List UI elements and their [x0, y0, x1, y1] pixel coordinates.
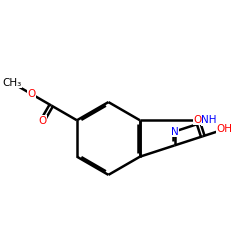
Text: O: O [193, 114, 202, 124]
Text: NH: NH [202, 115, 217, 125]
Text: O: O [38, 116, 46, 126]
Text: N: N [171, 126, 178, 136]
Text: O: O [27, 89, 36, 99]
Text: OH: OH [216, 124, 232, 134]
Text: CH₃: CH₃ [2, 78, 21, 88]
